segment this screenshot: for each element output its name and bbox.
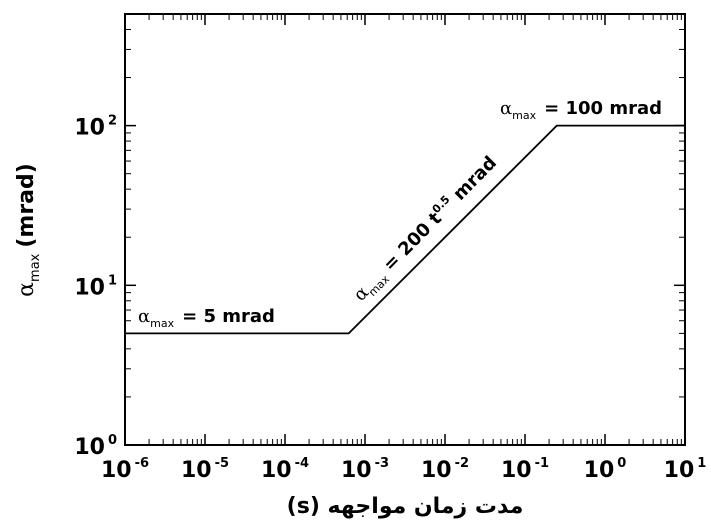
y-tick-label: 10 2: [74, 114, 117, 141]
major-ticks: [124, 14, 686, 446]
y-axis-label: αmax(mrad): [14, 163, 43, 297]
minor-ticks: [125, 13, 685, 445]
series-line: [125, 124, 685, 335]
x-tick-label: 10 1: [664, 456, 707, 483]
annotation-slope: αmax= 200 t0.5 mrad: [348, 151, 503, 308]
annotation-5-mrad: αmax = 5 mrad: [138, 306, 275, 330]
x-tick-label: 10 0: [584, 456, 627, 483]
x-tick-label: 10 -6: [101, 456, 149, 483]
x-tick-label: 10 -2: [421, 456, 469, 483]
x-tick-label: 10 -3: [341, 456, 389, 483]
x-tick-label: 10 -4: [261, 456, 309, 483]
plot-frame: [124, 13, 686, 446]
x-tick-labels: 10 -6 10 -5 10 -4 10 -3 10 -2 10 -1 10 0 10 1: [101, 456, 706, 483]
x-axis-label: مدت زمان مواجهه (s): [287, 494, 524, 519]
y-tick-label: 10 1: [74, 273, 117, 300]
x-tick-label: 10 -1: [501, 456, 549, 483]
x-tick-label: 10 -5: [181, 456, 229, 483]
annotation-100-mrad: αmax = 100 mrad: [500, 98, 662, 122]
y-tick-label: 10 0: [74, 433, 117, 460]
